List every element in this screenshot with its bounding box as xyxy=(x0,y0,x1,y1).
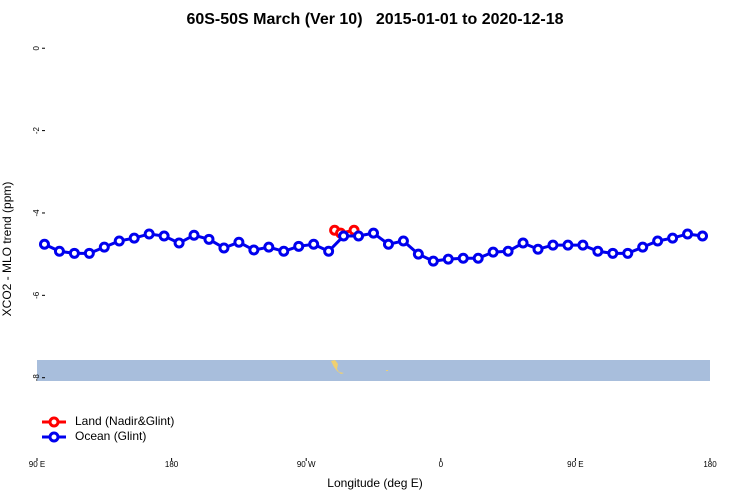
point xyxy=(592,245,604,257)
point xyxy=(472,252,484,264)
point xyxy=(442,253,454,265)
point xyxy=(682,228,694,240)
point xyxy=(577,239,589,251)
x-tick-label: 90 E xyxy=(29,460,45,469)
point xyxy=(308,238,320,250)
point xyxy=(697,230,709,242)
point xyxy=(218,242,230,254)
x-tick-label: 180 xyxy=(703,460,717,469)
point xyxy=(547,239,559,251)
point xyxy=(457,252,469,264)
y-tick-label: -4 xyxy=(32,209,41,217)
point xyxy=(502,245,514,257)
y-tick-label: -8 xyxy=(32,374,41,382)
point xyxy=(412,248,424,260)
x-tick-label: 0 xyxy=(439,460,444,469)
chart-title: 60S-50S March (Ver 10) 2015-01-01 to 202… xyxy=(186,11,563,28)
point xyxy=(83,247,95,259)
point xyxy=(517,237,529,249)
y-tick-label: -2 xyxy=(32,126,41,134)
point xyxy=(368,227,379,239)
point xyxy=(188,229,200,241)
point xyxy=(293,240,305,252)
point xyxy=(53,245,65,257)
land-shape xyxy=(331,360,344,374)
point xyxy=(562,239,574,251)
legend-label: Ocean (Glint) xyxy=(75,429,146,443)
point xyxy=(532,243,544,255)
y-axis-label: XCO2 - MLO trend (ppm) xyxy=(0,182,14,317)
point xyxy=(487,246,499,258)
point xyxy=(427,255,439,267)
x-axis-label: Longitude (deg E) xyxy=(327,476,422,490)
point xyxy=(143,228,155,240)
point xyxy=(173,237,185,249)
point xyxy=(263,241,275,253)
point xyxy=(248,244,260,256)
point xyxy=(382,238,394,250)
legend-label: Land (Nadir&Glint) xyxy=(75,414,174,428)
point xyxy=(128,232,140,244)
land-shape xyxy=(386,370,388,371)
point xyxy=(667,232,679,244)
point xyxy=(622,247,634,259)
point xyxy=(323,245,335,257)
legend-marker xyxy=(48,416,60,428)
point xyxy=(607,247,619,259)
point xyxy=(38,238,50,250)
y-tick-label: -6 xyxy=(32,291,41,299)
point xyxy=(353,230,365,242)
point xyxy=(98,241,110,253)
point xyxy=(68,247,80,259)
point xyxy=(158,230,170,242)
y-tick-label: 0 xyxy=(32,45,41,50)
point xyxy=(233,236,245,248)
point xyxy=(397,235,409,247)
x-tick-label: 90 W xyxy=(297,460,316,469)
point xyxy=(637,241,649,253)
point xyxy=(652,235,664,247)
x-tick-label: 90 E xyxy=(567,460,583,469)
point xyxy=(338,230,350,242)
x-tick-label: 180 xyxy=(165,460,179,469)
map-strip xyxy=(37,360,710,381)
legend-marker xyxy=(48,431,60,443)
point xyxy=(278,245,290,257)
point xyxy=(203,233,215,245)
point xyxy=(113,235,125,247)
